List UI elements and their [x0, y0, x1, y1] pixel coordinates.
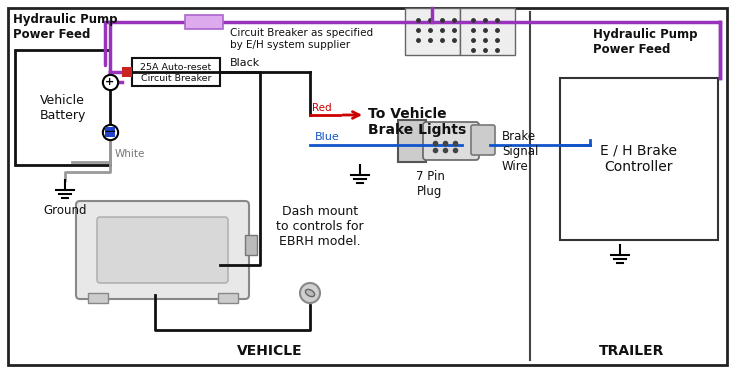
Text: Circuit Breaker as specified
by E/H system supplier: Circuit Breaker as specified by E/H syst… — [230, 28, 373, 50]
Bar — [245, 235, 257, 255]
FancyBboxPatch shape — [97, 217, 228, 283]
Text: Vehicle
Battery: Vehicle Battery — [39, 94, 86, 122]
Bar — [122, 67, 132, 77]
Bar — [185, 15, 223, 29]
FancyBboxPatch shape — [471, 125, 495, 155]
Text: −: − — [104, 125, 116, 140]
Text: Red: Red — [312, 103, 331, 113]
Text: Hydraulic Pump
Power Feed: Hydraulic Pump Power Feed — [13, 13, 118, 41]
Text: Brake
Signal
Wire: Brake Signal Wire — [502, 130, 538, 173]
Bar — [398, 120, 426, 162]
Text: 7 Pin
Plug: 7 Pin Plug — [415, 170, 445, 198]
Bar — [405, 8, 460, 55]
FancyBboxPatch shape — [423, 122, 479, 160]
Text: 25A Auto-reset
Circuit Breaker: 25A Auto-reset Circuit Breaker — [140, 63, 212, 83]
Bar — [218, 293, 238, 303]
Circle shape — [300, 283, 320, 303]
Text: Black: Black — [230, 58, 260, 68]
Text: TRAILER: TRAILER — [599, 344, 664, 358]
Text: White: White — [115, 149, 146, 159]
Text: Dash mount
to controls for
EBRH model.: Dash mount to controls for EBRH model. — [276, 205, 364, 248]
Text: Hydraulic Pump
Power Feed: Hydraulic Pump Power Feed — [593, 28, 698, 56]
Bar — [560, 78, 718, 240]
Bar — [132, 58, 220, 86]
Text: +: + — [105, 77, 115, 87]
Text: VEHICLE: VEHICLE — [237, 344, 303, 358]
Text: Blue: Blue — [315, 132, 340, 142]
Text: Ground: Ground — [43, 204, 87, 217]
Bar — [88, 293, 108, 303]
Text: E / H Brake
Controller: E / H Brake Controller — [600, 144, 678, 174]
Ellipse shape — [306, 289, 315, 297]
Text: To Vehicle
Brake Lights: To Vehicle Brake Lights — [368, 107, 466, 137]
FancyBboxPatch shape — [76, 201, 249, 299]
Bar — [105, 127, 115, 137]
Bar — [15, 50, 110, 165]
Bar — [460, 8, 515, 55]
